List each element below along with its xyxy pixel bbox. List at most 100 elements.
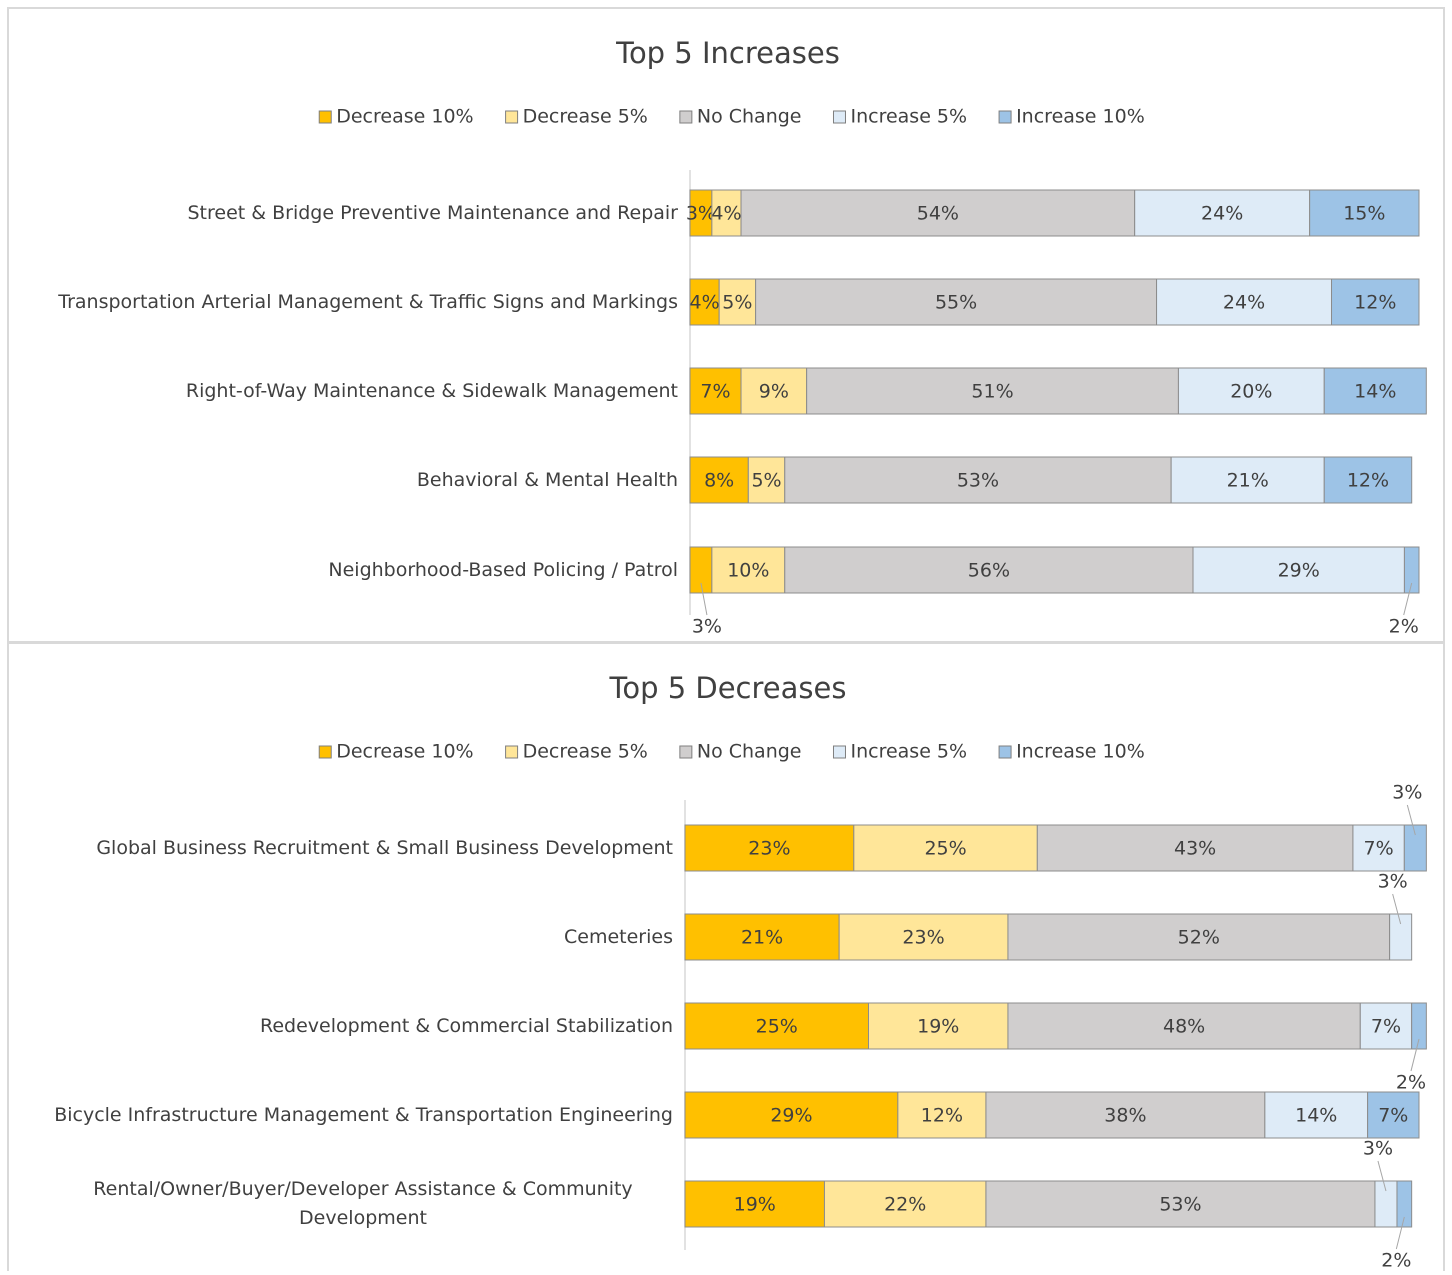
legend: Decrease 10% Decrease 5% No Change Increase… <box>318 106 1145 128</box>
data-label: 48% <box>1163 1016 1205 1038</box>
chart-title: Top 5 Increases <box>615 36 840 70</box>
data-label: 23% <box>902 927 944 949</box>
data-label: 2% <box>1381 1250 1411 1272</box>
data-label: 22% <box>884 1194 926 1216</box>
legend-label: No Change <box>697 741 802 763</box>
category-text: Transportation Arterial Management & Tra… <box>10 262 678 342</box>
legend: Decrease 10% Decrease 5% No Change Increase… <box>318 741 1145 763</box>
legend-label: Increase 5% <box>850 741 967 763</box>
leader-line <box>1377 1160 1387 1192</box>
bar-segment <box>784 546 1194 594</box>
category-wrap: Bicycle Infrastructure Management & Tran… <box>54 1103 673 1126</box>
bar-segment <box>1156 278 1333 326</box>
category-label: Redevelopment & Commercial Stabilization <box>259 1014 673 1037</box>
category-text: Behavioral & Mental Health <box>10 440 678 520</box>
legend-label: Decrease 5% <box>523 106 648 128</box>
bar-segment <box>1264 1091 1369 1139</box>
bar-segment <box>1389 913 1413 961</box>
bar-segment <box>740 367 808 415</box>
data-label: 3% <box>686 203 716 225</box>
data-label: 12% <box>921 1105 963 1127</box>
bar-segment <box>1134 189 1311 237</box>
legend-swatch <box>679 745 693 759</box>
category-text: Neighborhood-Based Policing / Patrol <box>10 530 678 610</box>
data-label: 5% <box>722 292 752 314</box>
bar-segment <box>1367 1091 1420 1139</box>
data-label: 24% <box>1223 292 1265 314</box>
category-text: Right-of-Way Maintenance & Sidewalk Mana… <box>10 351 678 431</box>
legend-label: Increase 5% <box>850 106 967 128</box>
data-label: 54% <box>917 203 959 225</box>
data-label: 3% <box>1392 782 1422 804</box>
category-text: Global Business Recruitment & Small Busi… <box>10 808 673 888</box>
category-wrap: Behavioral & Mental Health <box>416 468 678 491</box>
legend-label: No Change <box>697 106 802 128</box>
legend-swatch <box>998 745 1012 759</box>
bar-segment <box>784 456 1172 504</box>
bar-segment <box>1007 913 1391 961</box>
category-wrap: Global Business Recruitment & Small Busi… <box>96 836 673 859</box>
data-label: 56% <box>968 560 1010 582</box>
bar-segment <box>1331 278 1420 326</box>
bar-segment <box>1309 189 1420 237</box>
data-label: 24% <box>1201 203 1243 225</box>
bar-segment <box>806 367 1179 415</box>
data-label: 23% <box>748 838 790 860</box>
bar-segment <box>1007 1002 1361 1050</box>
category-label: Global Business Recruitment & Small Busi… <box>10 808 673 888</box>
legend-label: Increase 10% <box>1016 106 1145 128</box>
legend-swatch <box>832 110 846 124</box>
category-label: Behavioral & Mental Health <box>10 440 678 520</box>
bar-segment <box>684 824 855 872</box>
data-label: 53% <box>957 470 999 492</box>
bar-segment <box>684 913 840 961</box>
data-label: 38% <box>1104 1105 1146 1127</box>
legend-swatch <box>505 745 519 759</box>
legend-swatch <box>318 745 332 759</box>
bar-segment <box>747 456 786 504</box>
bar-segment <box>1403 824 1427 872</box>
bar-segment <box>689 546 713 594</box>
bar-segment <box>755 278 1158 326</box>
bar-segment <box>1036 824 1354 872</box>
chart-title: Top 5 Decreases <box>609 671 847 705</box>
bar-segment <box>689 367 742 415</box>
category-wrap: Redevelopment & Commercial Stabilization <box>259 1014 673 1037</box>
data-label: 29% <box>770 1105 812 1127</box>
data-label: 7% <box>1371 1016 1401 1038</box>
bar-segment <box>711 546 786 594</box>
category-text: Rental/Owner/Buyer/Developer Assistance … <box>10 1164 673 1244</box>
data-label: 7% <box>1364 838 1394 860</box>
category-wrap: Transportation Arterial Management & Tra… <box>58 290 678 313</box>
data-label: 8% <box>704 470 734 492</box>
category-label: Transportation Arterial Management & Tra… <box>10 262 678 342</box>
data-label: 14% <box>1295 1105 1337 1127</box>
legend-swatch <box>832 745 846 759</box>
data-label: 51% <box>971 381 1013 403</box>
leader-line <box>1392 893 1402 925</box>
bar-segment <box>689 456 749 504</box>
data-label: 7% <box>1378 1105 1408 1127</box>
bar-segment <box>1374 1180 1398 1228</box>
category-label: Cemeteries <box>564 926 673 948</box>
category-text: Street & Bridge Preventive Maintenance a… <box>10 173 678 253</box>
legend-swatch <box>679 110 693 124</box>
data-label: 3% <box>1378 871 1408 893</box>
legend-swatch <box>998 110 1012 124</box>
legend-label: Decrease 10% <box>336 741 473 763</box>
leader-line <box>1395 1216 1405 1250</box>
category-text: Bicycle Infrastructure Management & Tran… <box>10 1075 673 1155</box>
data-label: 2% <box>1389 616 1419 638</box>
leader-line <box>1410 1038 1420 1072</box>
data-label: 4% <box>690 292 720 314</box>
data-label: 12% <box>1347 470 1389 492</box>
data-label: 19% <box>917 1016 959 1038</box>
category-label: Right-of-Way Maintenance & Sidewalk Mana… <box>10 351 678 431</box>
data-label: 4% <box>711 203 741 225</box>
data-label: 5% <box>751 470 781 492</box>
bar-segment <box>868 1002 1009 1050</box>
data-label: 25% <box>924 838 966 860</box>
data-label: 10% <box>727 560 769 582</box>
category-wrap: Right-of-Way Maintenance & Sidewalk Mana… <box>185 379 678 402</box>
